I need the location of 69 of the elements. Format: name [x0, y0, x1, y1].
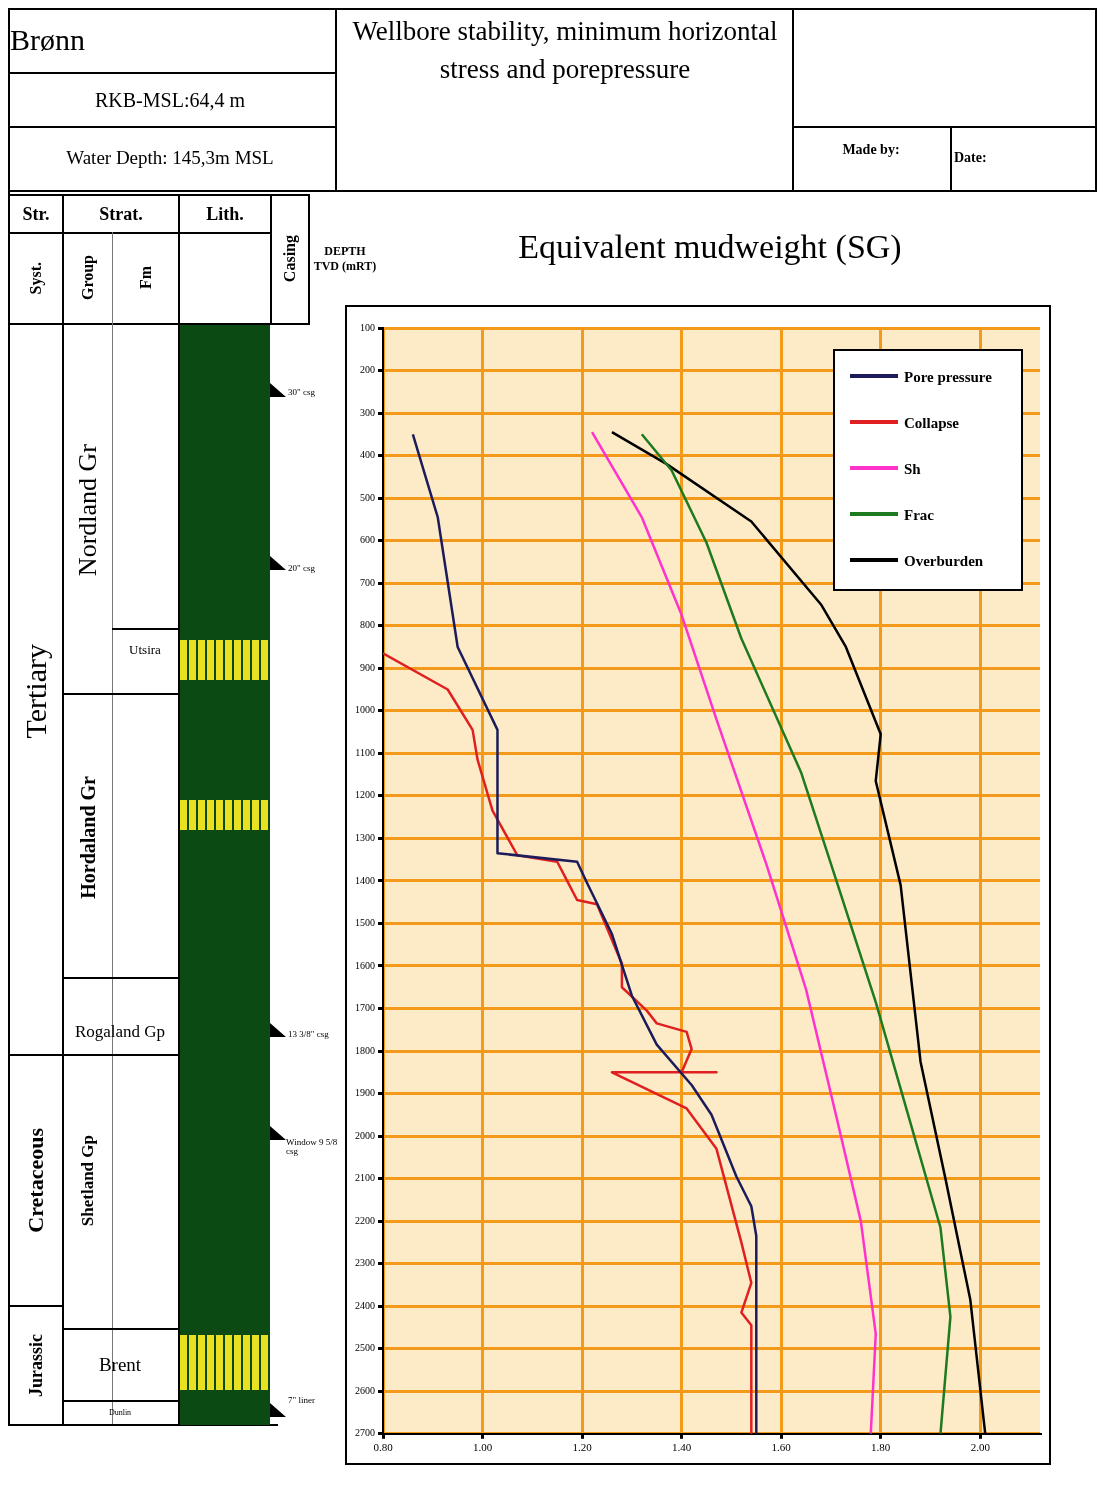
y-tick-label: 2700 [355, 1427, 375, 1439]
text: Cretaceous [23, 1128, 49, 1233]
legend-label: Sh [904, 460, 922, 477]
y-tick-label: 1600 [355, 959, 375, 971]
text: Syst. [26, 261, 45, 295]
text: 13 3/8" csg [288, 1029, 329, 1040]
chart-title: Wellbore stability, minimum horizontal stress and porepressure [351, 15, 779, 86]
y-tick-label: 800 [360, 619, 375, 631]
text: Lith. [206, 203, 244, 224]
y-tick-label: 1500 [355, 917, 375, 929]
text: 7" liner [288, 1395, 315, 1406]
y-tick-label: 1700 [355, 1002, 375, 1014]
text: 30" csg [288, 387, 315, 398]
text: Tertiary [19, 643, 53, 739]
x-axis-title: Equivalent mudweight (SG) [517, 228, 903, 267]
x-tick-label: 2.00 [970, 1441, 991, 1454]
y-tick-label: 400 [360, 449, 375, 461]
text: Str. [22, 203, 50, 224]
text: Nordland Gr [73, 443, 103, 577]
y-tick-label: 100 [360, 321, 375, 333]
legend-label: Collapse [904, 414, 960, 431]
text: RKB-MSL:64,4 m [94, 88, 246, 111]
text: Rogaland Gp [74, 1022, 166, 1042]
text: Brent [98, 1354, 142, 1376]
text: Brønn [10, 23, 85, 57]
y-tick-label: 700 [360, 576, 375, 588]
y-tick-label: 900 [360, 661, 375, 673]
y-tick-label: 1000 [355, 704, 375, 716]
y-tick-label: 1400 [355, 874, 375, 886]
x-tick-label: 1.60 [771, 1441, 792, 1454]
x-tick-label: 0.80 [373, 1441, 394, 1454]
text: Water Depth: 145,3m MSL [66, 147, 274, 169]
text: Dunlin [108, 1407, 132, 1418]
y-tick-label: 300 [360, 406, 375, 418]
legend-label: Pore pressure [904, 368, 993, 385]
text: Casing [280, 235, 299, 283]
text: Window 9 5/8 csg [286, 1136, 339, 1157]
text: Strat. [99, 203, 143, 224]
x-tick-label: 1.80 [871, 1441, 891, 1454]
text: Date: [954, 149, 987, 166]
x-tick-label: 1.20 [572, 1441, 593, 1454]
legend-label: Overburden [904, 552, 984, 569]
text: Made by: [842, 141, 900, 158]
legend-label: Frac [904, 506, 935, 523]
y-tick-label: 2300 [355, 1257, 375, 1269]
y-tick-label: 1200 [355, 789, 375, 801]
text: 20" csg [288, 563, 315, 574]
y-tick-label: 200 [360, 364, 375, 376]
y-tick-label: 600 [360, 534, 375, 546]
y-tick-label: 2600 [355, 1384, 375, 1396]
y-tick-label: 1300 [355, 831, 375, 843]
y-tick-label: 1900 [355, 1087, 375, 1099]
text: Group [78, 255, 97, 301]
y-tick-label: 500 [360, 491, 375, 503]
text: Shetland Gp [78, 1135, 98, 1227]
y-axis-title: DEPTH TVD (mRT) [312, 244, 378, 275]
text: Utsira [129, 642, 161, 658]
text: Jurassic [25, 1334, 46, 1397]
y-tick-label: 2400 [355, 1299, 375, 1311]
x-tick-label: 1.00 [472, 1441, 493, 1454]
text: Hordaland Gr [76, 775, 99, 899]
y-tick-label: 1100 [355, 746, 375, 758]
y-tick-label: 2500 [355, 1342, 375, 1354]
y-tick-label: 2200 [355, 1214, 375, 1226]
text: Fm [136, 266, 155, 290]
y-tick-label: 2100 [355, 1172, 375, 1184]
y-tick-label: 1800 [355, 1044, 375, 1056]
y-tick-label: 2000 [355, 1129, 375, 1141]
x-tick-label: 1.40 [672, 1441, 692, 1454]
